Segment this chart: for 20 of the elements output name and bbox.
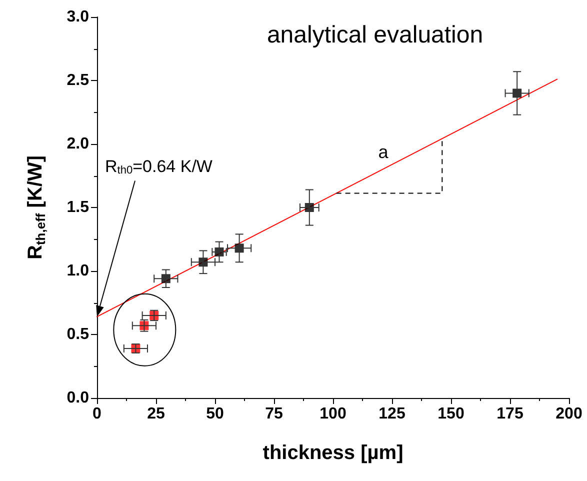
y-tick-label: 0.0 — [66, 390, 90, 406]
annotation: a — [378, 142, 390, 162]
y-tick-label: 2.5 — [66, 72, 90, 89]
x-tick-label: 150 — [438, 406, 464, 422]
x-tick-label: 200 — [556, 406, 582, 422]
x-tick-label: 0 — [92, 406, 102, 422]
x-tick-label: 100 — [320, 406, 346, 422]
x-tick-label: 125 — [378, 406, 406, 422]
chart-title: analytical evaluation — [266, 22, 484, 48]
y-tick-label: 3.0 — [66, 8, 90, 26]
y-axis-title: Rth,eff [K/W] — [24, 156, 48, 260]
y-tick-label: 2.0 — [66, 136, 90, 152]
x-tick-label: 25 — [147, 406, 165, 422]
y-tick-label: 1.0 — [66, 262, 90, 280]
x-tick-label: 75 — [265, 406, 283, 422]
x-tick-label: 175 — [496, 406, 524, 422]
x-tick-label: 50 — [206, 406, 224, 422]
y-tick-label: 0.5 — [66, 326, 90, 343]
y-tick-label: 1.5 — [66, 199, 90, 216]
x-axis-title: thickness [µm] — [262, 442, 404, 464]
